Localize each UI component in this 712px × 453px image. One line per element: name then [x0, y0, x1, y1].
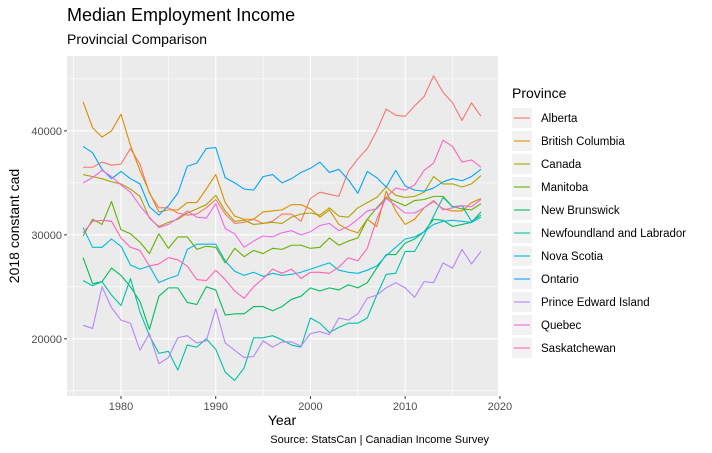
- legend-item: Saskatchewan: [512, 338, 616, 358]
- legend-item: Quebec: [512, 315, 582, 335]
- series-lines: [82, 75, 482, 381]
- legend-label: New Brunswick: [541, 205, 620, 217]
- major-gridlines: [67, 56, 501, 396]
- legend-item: Newfoundland and Labrador: [512, 223, 686, 243]
- series-line-ontario: [82, 146, 482, 216]
- legend-item: New Brunswick: [512, 200, 620, 220]
- legend-label: British Columbia: [541, 136, 625, 148]
- legend-item: Prince Edward Island: [512, 292, 650, 312]
- legend-label: Quebec: [541, 320, 582, 332]
- legend-label: Nova Scotia: [541, 251, 604, 263]
- legend-label: Saskatchewan: [541, 343, 616, 355]
- chart-subtitle: Provincial Comparison: [67, 31, 207, 47]
- series-line-manitoba: [82, 195, 482, 264]
- legend-label: Alberta: [541, 113, 578, 125]
- series-line-british-columbia: [82, 101, 482, 234]
- series-line-saskatchewan: [82, 139, 482, 299]
- legend-items: Alberta British Columbia Canada Manitoba New…: [512, 108, 686, 358]
- series-line-newfoundland-and-labrador: [82, 196, 482, 381]
- series-line-canada: [82, 173, 482, 228]
- caption: Source: StatsCan | Canadian Income Surve…: [270, 434, 489, 446]
- x-axis-ticks: 1980 1990 2000 2010 2020: [109, 396, 512, 413]
- chart-title: Median Employment Income: [67, 5, 295, 25]
- y-axis-ticks: 20000 30000 40000: [31, 126, 67, 346]
- x-tick-label: 2010: [393, 401, 417, 413]
- legend: Province Alberta British Columbia Canada Ma…: [512, 85, 686, 358]
- legend-item: Manitoba: [512, 177, 589, 197]
- x-tick-label: 2020: [488, 401, 512, 413]
- x-tick-label: 1980: [109, 401, 133, 413]
- legend-label: Canada: [541, 159, 582, 171]
- plot-panel: [67, 56, 498, 396]
- legend-label: Manitoba: [541, 182, 589, 194]
- legend-label: Ontario: [541, 274, 579, 286]
- y-tick-label: 40000: [31, 126, 62, 138]
- legend-title: Province: [512, 85, 567, 101]
- legend-item: Canada: [512, 154, 582, 174]
- legend-item: British Columbia: [512, 131, 625, 151]
- x-tick-label: 2000: [298, 401, 322, 413]
- x-axis-label: Year: [268, 412, 297, 428]
- legend-item: Ontario: [512, 269, 579, 289]
- legend-label: Newfoundland and Labrador: [541, 228, 686, 240]
- series-line-quebec: [82, 169, 482, 248]
- y-tick-label: 30000: [31, 230, 62, 242]
- series-line-prince-edward-island: [82, 248, 482, 365]
- y-axis-label: 2018 constant cad: [6, 169, 22, 283]
- x-tick-label: 1990: [203, 401, 227, 413]
- legend-item: Nova Scotia: [512, 246, 604, 266]
- legend-label: Prince Edward Island: [541, 297, 650, 309]
- series-line-new-brunswick: [82, 211, 482, 331]
- legend-item: Alberta: [512, 108, 578, 128]
- y-tick-label: 20000: [31, 334, 62, 346]
